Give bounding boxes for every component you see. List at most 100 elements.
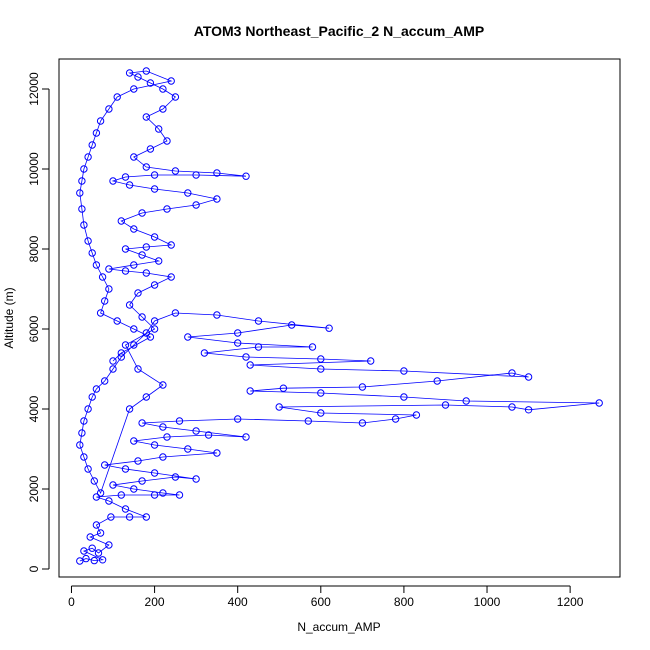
data-point <box>121 173 130 181</box>
data-point <box>204 431 213 439</box>
data-point <box>441 401 450 409</box>
x-tick-label: 1200 <box>557 595 584 609</box>
data-point <box>163 433 171 441</box>
data-point <box>150 491 159 499</box>
data-point <box>142 163 151 171</box>
data-point <box>96 309 105 317</box>
data-point <box>88 544 96 552</box>
data-point <box>524 373 533 381</box>
y-tick-label: 2000 <box>27 475 41 502</box>
plot-frame <box>58 58 621 578</box>
data-point <box>275 403 283 411</box>
x-tick-label: 0 <box>68 595 75 609</box>
data-point <box>391 415 400 423</box>
data-point <box>159 423 167 431</box>
data-point <box>192 475 200 483</box>
y-axis-label: Altitude (m) <box>2 287 16 348</box>
y-tick-label: 0 <box>27 565 41 572</box>
data-point <box>595 399 603 407</box>
data-point <box>78 177 86 185</box>
data-point <box>462 397 470 405</box>
data-point <box>92 385 101 393</box>
data-point <box>117 491 126 499</box>
data-point <box>78 429 86 437</box>
data-point <box>358 419 367 427</box>
y-tick-label: 8000 <box>27 235 41 262</box>
data-point <box>121 341 130 349</box>
data-point <box>101 461 109 469</box>
data-point <box>117 353 126 361</box>
data-point <box>105 285 113 293</box>
data-points <box>76 67 603 565</box>
data-point <box>155 257 163 265</box>
data-point <box>171 167 180 175</box>
data-point <box>200 349 209 357</box>
data-point <box>121 465 130 473</box>
data-point <box>367 357 375 365</box>
data-point <box>76 189 84 197</box>
data-point <box>134 73 142 81</box>
data-point <box>130 437 138 445</box>
data-point <box>167 273 175 281</box>
y-tick-label: 12000 <box>27 72 41 106</box>
data-point <box>88 141 96 149</box>
data-point <box>96 529 105 537</box>
data-point <box>84 237 92 245</box>
data-point <box>92 521 101 529</box>
data-point <box>317 389 325 397</box>
data-point <box>92 261 101 269</box>
data-point <box>92 493 101 501</box>
data-point <box>150 441 159 449</box>
data-point <box>150 317 159 325</box>
data-point <box>90 556 99 565</box>
data-point <box>246 387 254 395</box>
chart-title: ATOM3 Northeast_Pacific_2 N_accum_AMP <box>194 23 484 39</box>
data-point <box>96 117 105 125</box>
data-point <box>98 273 107 281</box>
data-point <box>433 377 441 385</box>
data-point <box>167 241 175 249</box>
data-point <box>142 67 151 75</box>
data-point <box>80 417 88 425</box>
data-point <box>138 209 146 217</box>
x-axis: 0 200 400 600 800 1000 1200 <box>68 585 584 609</box>
data-point <box>142 513 151 521</box>
series-line <box>79 70 600 562</box>
data-point <box>117 349 126 357</box>
data-point <box>125 181 134 189</box>
data-point <box>80 165 88 173</box>
data-point <box>98 556 107 564</box>
data-point <box>138 313 146 321</box>
data-point <box>80 547 88 555</box>
data-point <box>150 469 159 477</box>
data-point <box>304 417 312 425</box>
data-point <box>80 221 88 229</box>
data-point <box>142 243 151 251</box>
data-point <box>317 409 325 417</box>
data-point <box>192 201 200 209</box>
data-point <box>113 93 121 101</box>
series-connector-line <box>79 70 600 562</box>
data-point <box>130 341 138 349</box>
data-point <box>105 497 113 505</box>
data-point <box>171 93 180 101</box>
data-point <box>159 489 167 497</box>
data-point <box>90 477 99 485</box>
data-point <box>150 281 159 289</box>
data-point <box>121 267 130 275</box>
data-point <box>213 169 221 177</box>
x-tick-label: 800 <box>394 595 414 609</box>
y-tick-label: 6000 <box>27 315 41 342</box>
data-point <box>242 433 250 441</box>
data-point <box>358 383 367 391</box>
data-point <box>134 289 142 297</box>
data-point <box>125 301 134 309</box>
data-point <box>82 554 90 563</box>
data-point <box>175 417 184 425</box>
data-point <box>184 445 192 453</box>
data-point <box>150 185 159 193</box>
data-point <box>138 419 146 427</box>
data-point <box>88 249 96 257</box>
x-tick-label: 600 <box>311 595 331 609</box>
